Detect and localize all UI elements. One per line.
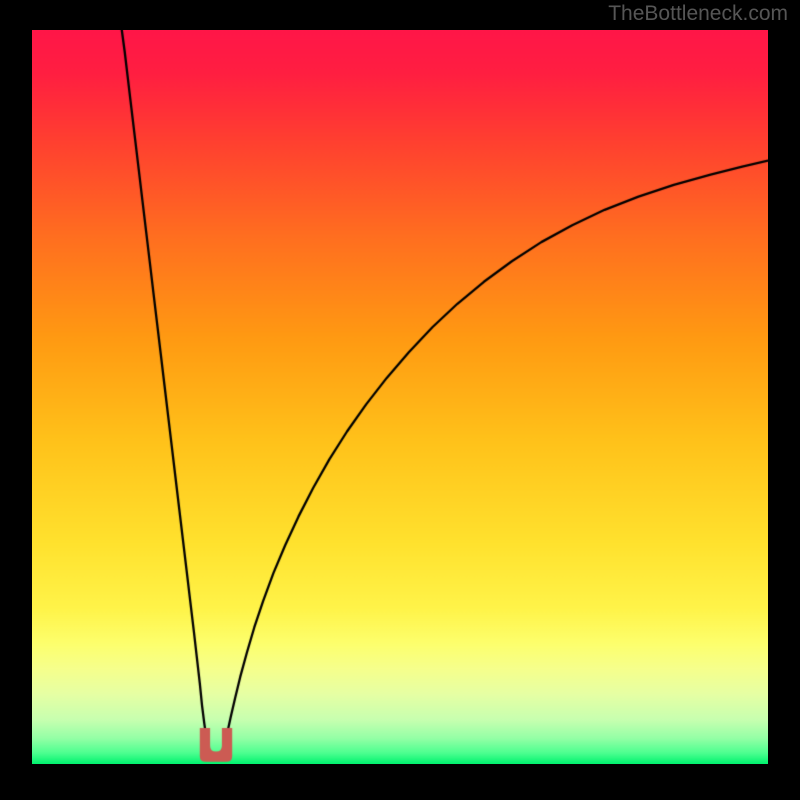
plot-area <box>32 30 768 764</box>
chart-frame: TheBottleneck.com <box>0 0 800 800</box>
plot-canvas <box>32 30 768 764</box>
watermark-text: TheBottleneck.com <box>608 2 788 26</box>
